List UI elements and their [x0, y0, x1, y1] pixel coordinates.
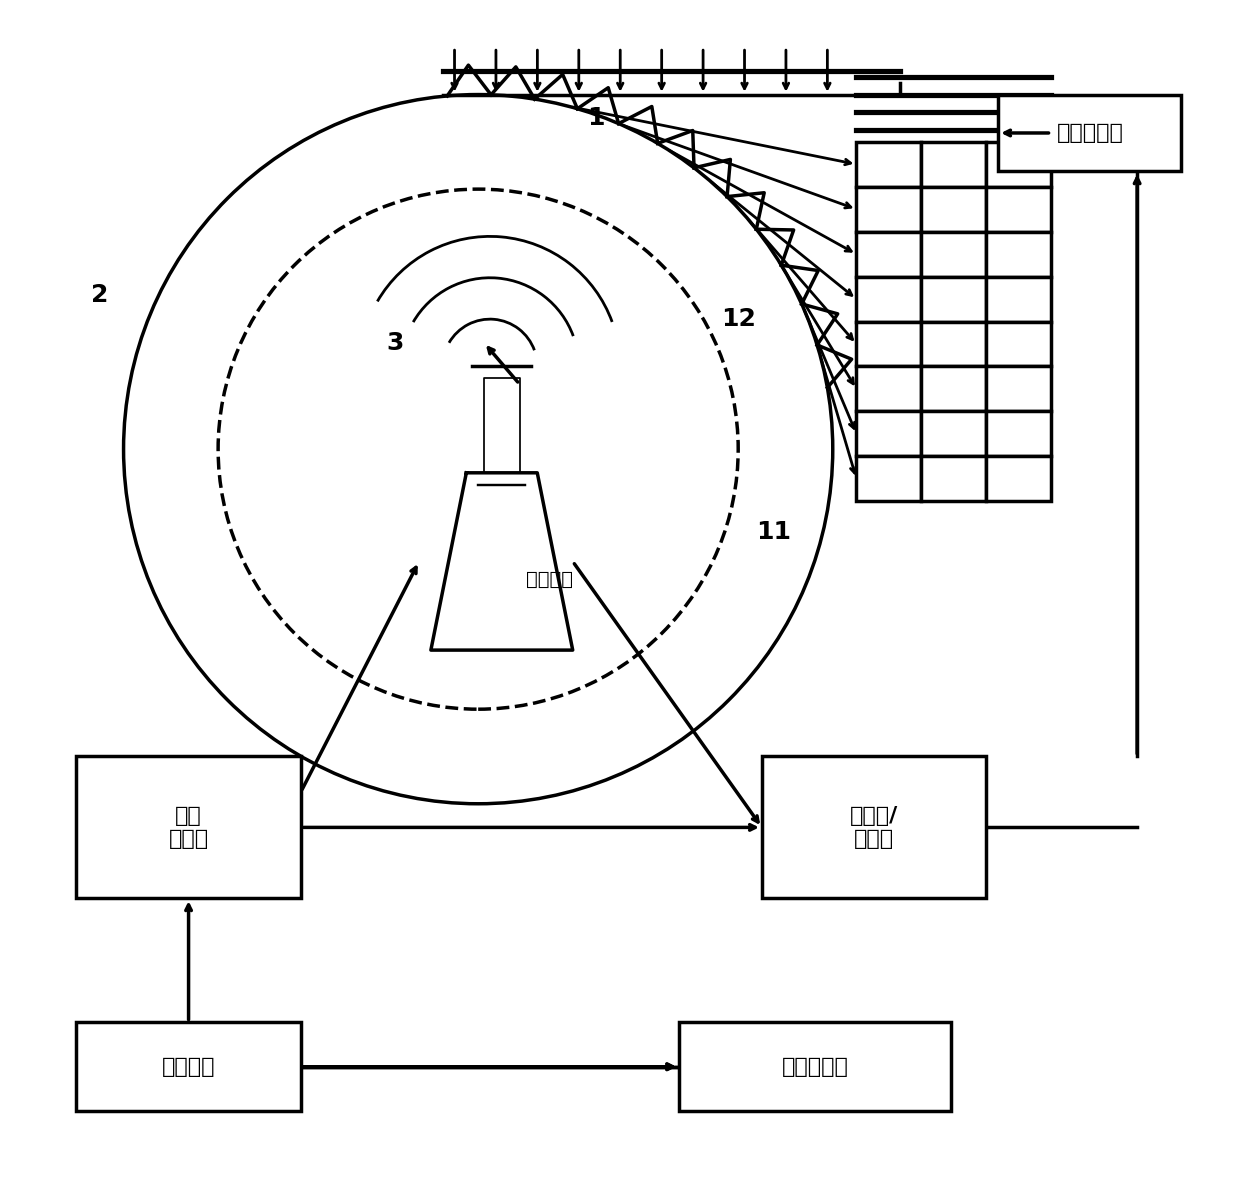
- Bar: [987, 187, 1052, 232]
- Bar: [921, 322, 987, 366]
- Bar: [857, 232, 921, 277]
- Bar: [921, 366, 987, 411]
- Bar: [987, 232, 1052, 277]
- Bar: [921, 142, 987, 187]
- Bar: [857, 142, 921, 187]
- Bar: [857, 322, 921, 366]
- FancyBboxPatch shape: [998, 95, 1182, 171]
- Bar: [857, 277, 921, 322]
- Text: 方位转台: 方位转台: [526, 570, 573, 589]
- Bar: [761, 756, 987, 898]
- Bar: [987, 142, 1052, 187]
- Bar: [987, 277, 1052, 322]
- Text: 信号源/
接收机: 信号源/ 接收机: [849, 806, 898, 849]
- Bar: [857, 187, 921, 232]
- Bar: [77, 756, 301, 898]
- Bar: [921, 456, 987, 501]
- Bar: [921, 232, 987, 277]
- Text: 3: 3: [387, 331, 404, 355]
- Polygon shape: [430, 473, 573, 650]
- Bar: [987, 366, 1052, 411]
- Text: 1: 1: [588, 106, 605, 130]
- Text: 多通道开关: 多通道开关: [1056, 123, 1123, 143]
- Bar: [921, 411, 987, 456]
- Bar: [987, 456, 1052, 501]
- Bar: [857, 456, 921, 501]
- Bar: [680, 1022, 951, 1111]
- Text: 12: 12: [720, 307, 755, 331]
- Bar: [857, 366, 921, 411]
- Text: 2: 2: [92, 284, 109, 307]
- Bar: [921, 277, 987, 322]
- Text: 11: 11: [756, 520, 791, 544]
- Bar: [77, 1022, 301, 1111]
- Bar: [857, 411, 921, 456]
- Bar: [987, 411, 1052, 456]
- Text: 运动
控制器: 运动 控制器: [169, 806, 208, 849]
- Bar: [987, 322, 1052, 366]
- Text: 主控模块: 主控模块: [161, 1057, 216, 1077]
- Text: 显示计算机: 显示计算机: [781, 1057, 848, 1077]
- Bar: [921, 187, 987, 232]
